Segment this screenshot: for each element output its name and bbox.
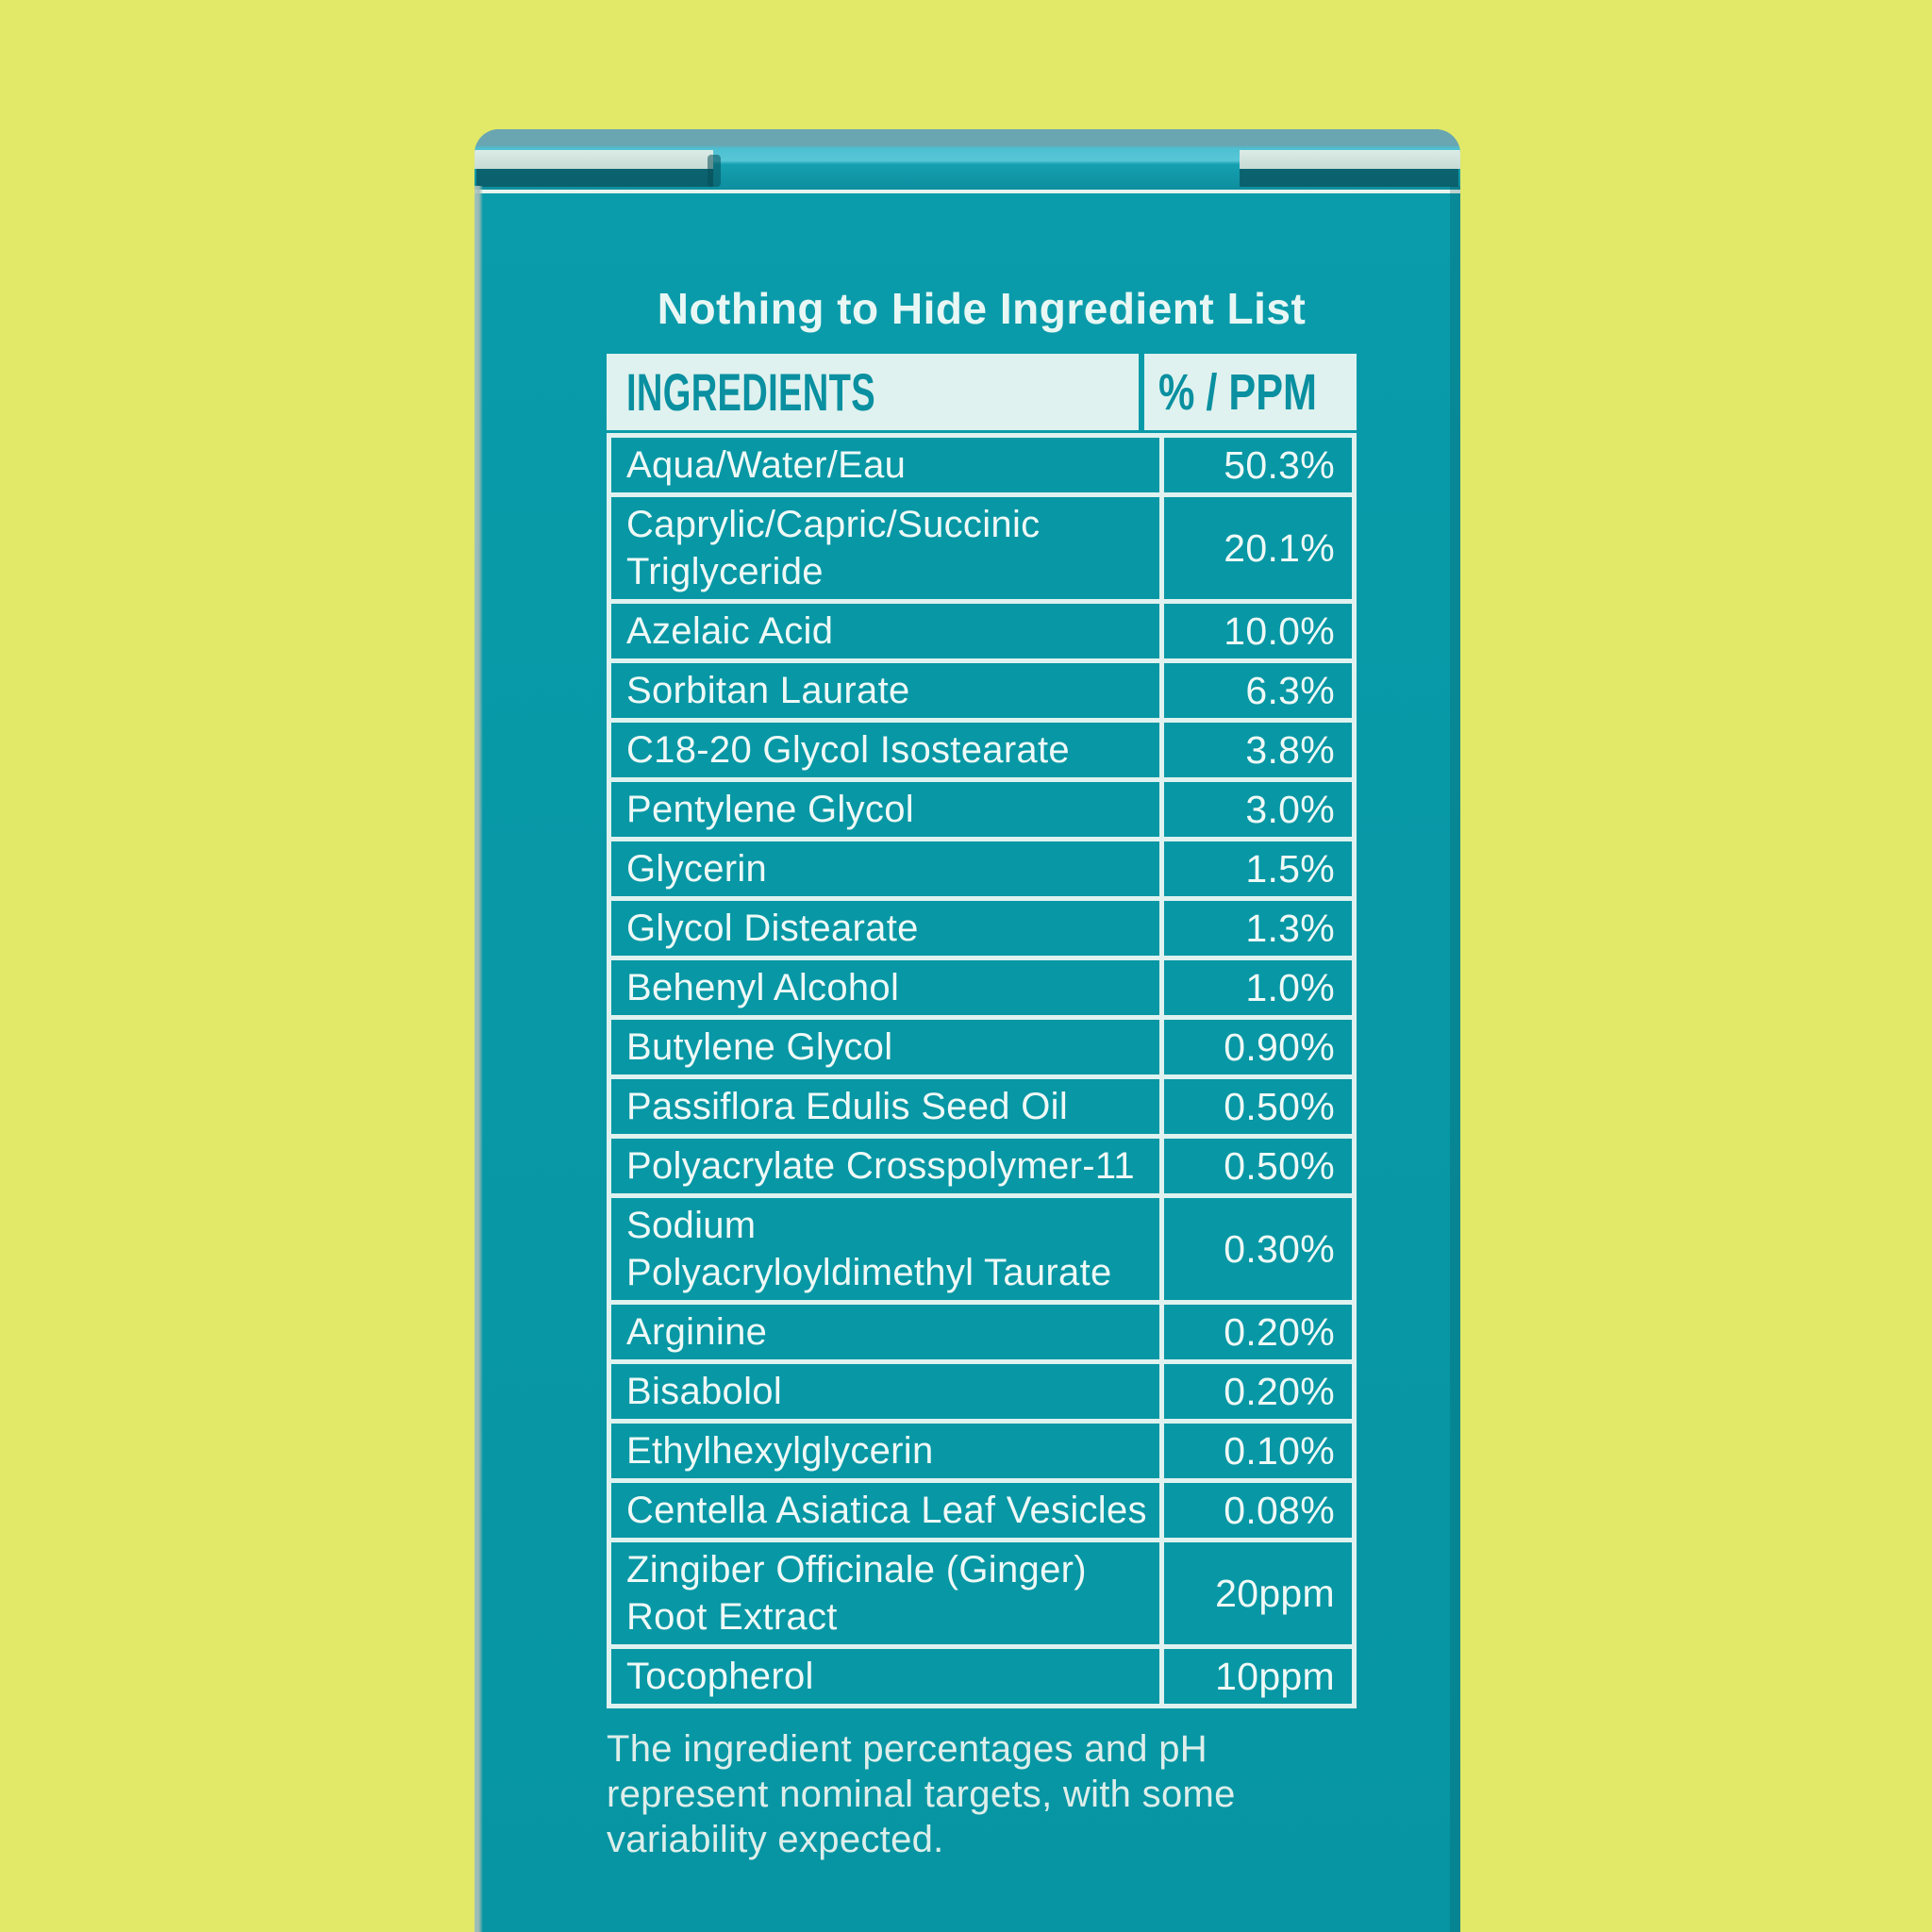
table-header-row: INGREDIENTS % / PPM xyxy=(607,354,1357,430)
table-row: Sorbitan Laurate 6.3% xyxy=(611,663,1352,718)
ingredient-value: 20.1% xyxy=(1164,497,1352,599)
table-row: Glycerin 1.5% xyxy=(611,841,1352,896)
ingredient-name: Butylene Glycol xyxy=(611,1020,1159,1074)
ingredient-value: 50.3% xyxy=(1164,438,1352,492)
ingredient-name: Glycol Distearate xyxy=(611,901,1159,956)
box-right-edge-shade xyxy=(1450,186,1460,1932)
ingredient-name: Arginine xyxy=(611,1305,1159,1359)
ingredient-name: Pentylene Glycol xyxy=(611,782,1159,837)
col-header-ingredients-label: INGREDIENTS xyxy=(626,362,875,422)
ingredient-name: Aqua/Water/Eau xyxy=(611,438,1159,492)
table-row: Arginine 0.20% xyxy=(611,1305,1352,1359)
ingredient-name: Caprylic/Capric/Succinic Triglyceride xyxy=(611,497,1159,599)
box-top-flap xyxy=(475,129,1460,193)
table-row: Tocopherol 10ppm xyxy=(611,1649,1352,1704)
table-row: Caprylic/Capric/Succinic Triglyceride 20.… xyxy=(611,497,1352,599)
ingredients-table: INGREDIENTS % / PPM Aqua/Water/Eau 50.3% C… xyxy=(607,354,1357,1708)
ingredient-name: Passiflora Edulis Seed Oil xyxy=(611,1079,1159,1134)
ingredient-value: 3.0% xyxy=(1164,782,1352,837)
ingredient-name: Centella Asiatica Leaf Vesicles xyxy=(611,1483,1159,1538)
table-row: Pentylene Glycol 3.0% xyxy=(611,782,1352,837)
ingredient-value: 10ppm xyxy=(1164,1649,1352,1704)
ingredient-value: 20ppm xyxy=(1164,1542,1352,1644)
table-row: Zingiber Officinale (Ginger) Root Extrac… xyxy=(611,1542,1352,1644)
table-row: Butylene Glycol 0.90% xyxy=(611,1020,1352,1074)
flap-shadow-right xyxy=(1240,169,1458,187)
table-row: Behenyl Alcohol 1.0% xyxy=(611,960,1352,1015)
flap-ledge-right xyxy=(1240,150,1460,169)
table-row: Azelaic Acid 10.0% xyxy=(611,604,1352,658)
ingredient-value: 6.3% xyxy=(1164,663,1352,718)
ingredient-value: 1.0% xyxy=(1164,960,1352,1015)
col-header-ingredients: INGREDIENTS xyxy=(607,354,1139,430)
ingredient-name: Azelaic Acid xyxy=(611,604,1159,658)
ingredient-value: 0.90% xyxy=(1164,1020,1352,1074)
ingredient-value: 0.50% xyxy=(1164,1079,1352,1134)
flap-tongue-notch xyxy=(708,155,721,187)
ingredient-name: Glycerin xyxy=(611,841,1159,896)
table-row: Bisabolol 0.20% xyxy=(611,1364,1352,1419)
ingredient-name: Zingiber Officinale (Ginger) Root Extrac… xyxy=(611,1542,1159,1644)
table-row: Ethylhexylglycerin 0.10% xyxy=(611,1424,1352,1478)
ingredient-value: 1.5% xyxy=(1164,841,1352,896)
col-header-percent-ppm: % / PPM xyxy=(1143,354,1357,430)
col-header-percent-ppm-label: % / PPM xyxy=(1158,363,1317,421)
ingredient-value: 0.20% xyxy=(1164,1305,1352,1359)
table-body: Aqua/Water/Eau 50.3% Caprylic/Capric/Succi… xyxy=(607,433,1357,1708)
ingredient-name: Sorbitan Laurate xyxy=(611,663,1159,718)
product-box: Nothing to Hide Ingredient List INGREDIE… xyxy=(475,129,1460,1932)
table-row: C18-20 Glycol Isostearate 3.8% xyxy=(611,723,1352,777)
ingredient-value: 0.10% xyxy=(1164,1424,1352,1478)
flap-shadow-left xyxy=(476,169,713,187)
ingredient-name: Sodium Polyacryloyldimethyl Taurate xyxy=(611,1198,1159,1300)
ingredient-name: Bisabolol xyxy=(611,1364,1159,1419)
ingredient-name: Polyacrylate Crosspolymer-11 xyxy=(611,1139,1159,1193)
ingredient-value: 3.8% xyxy=(1164,723,1352,777)
flap-ledge-left xyxy=(475,150,713,169)
table-row: Passiflora Edulis Seed Oil 0.50% xyxy=(611,1079,1352,1134)
ingredient-value: 0.20% xyxy=(1164,1364,1352,1419)
table-row: Aqua/Water/Eau 50.3% xyxy=(611,438,1352,492)
ingredient-name: Behenyl Alcohol xyxy=(611,960,1159,1015)
footnote: The ingredient percentages and pH repres… xyxy=(607,1728,1236,1860)
table-row: Centella Asiatica Leaf Vesicles 0.08% xyxy=(611,1483,1352,1538)
table-row: Polyacrylate Crosspolymer-11 0.50% xyxy=(611,1139,1352,1193)
ingredient-name: C18-20 Glycol Isostearate xyxy=(611,723,1159,777)
ingredient-value: 0.08% xyxy=(1164,1483,1352,1538)
ingredient-value: 10.0% xyxy=(1164,604,1352,658)
ingredient-name: Tocopherol xyxy=(611,1649,1159,1704)
box-left-edge-highlight xyxy=(475,186,483,1932)
ingredient-value: 0.50% xyxy=(1164,1139,1352,1193)
table-row: Sodium Polyacryloyldimethyl Taurate 0.30% xyxy=(611,1198,1352,1300)
ingredient-value: 1.3% xyxy=(1164,901,1352,956)
ingredient-list-title: Nothing to Hide Ingredient List xyxy=(657,284,1307,333)
ingredient-name: Ethylhexylglycerin xyxy=(611,1424,1159,1478)
table-row: Glycol Distearate 1.3% xyxy=(611,901,1352,956)
ingredient-value: 0.30% xyxy=(1164,1198,1352,1300)
